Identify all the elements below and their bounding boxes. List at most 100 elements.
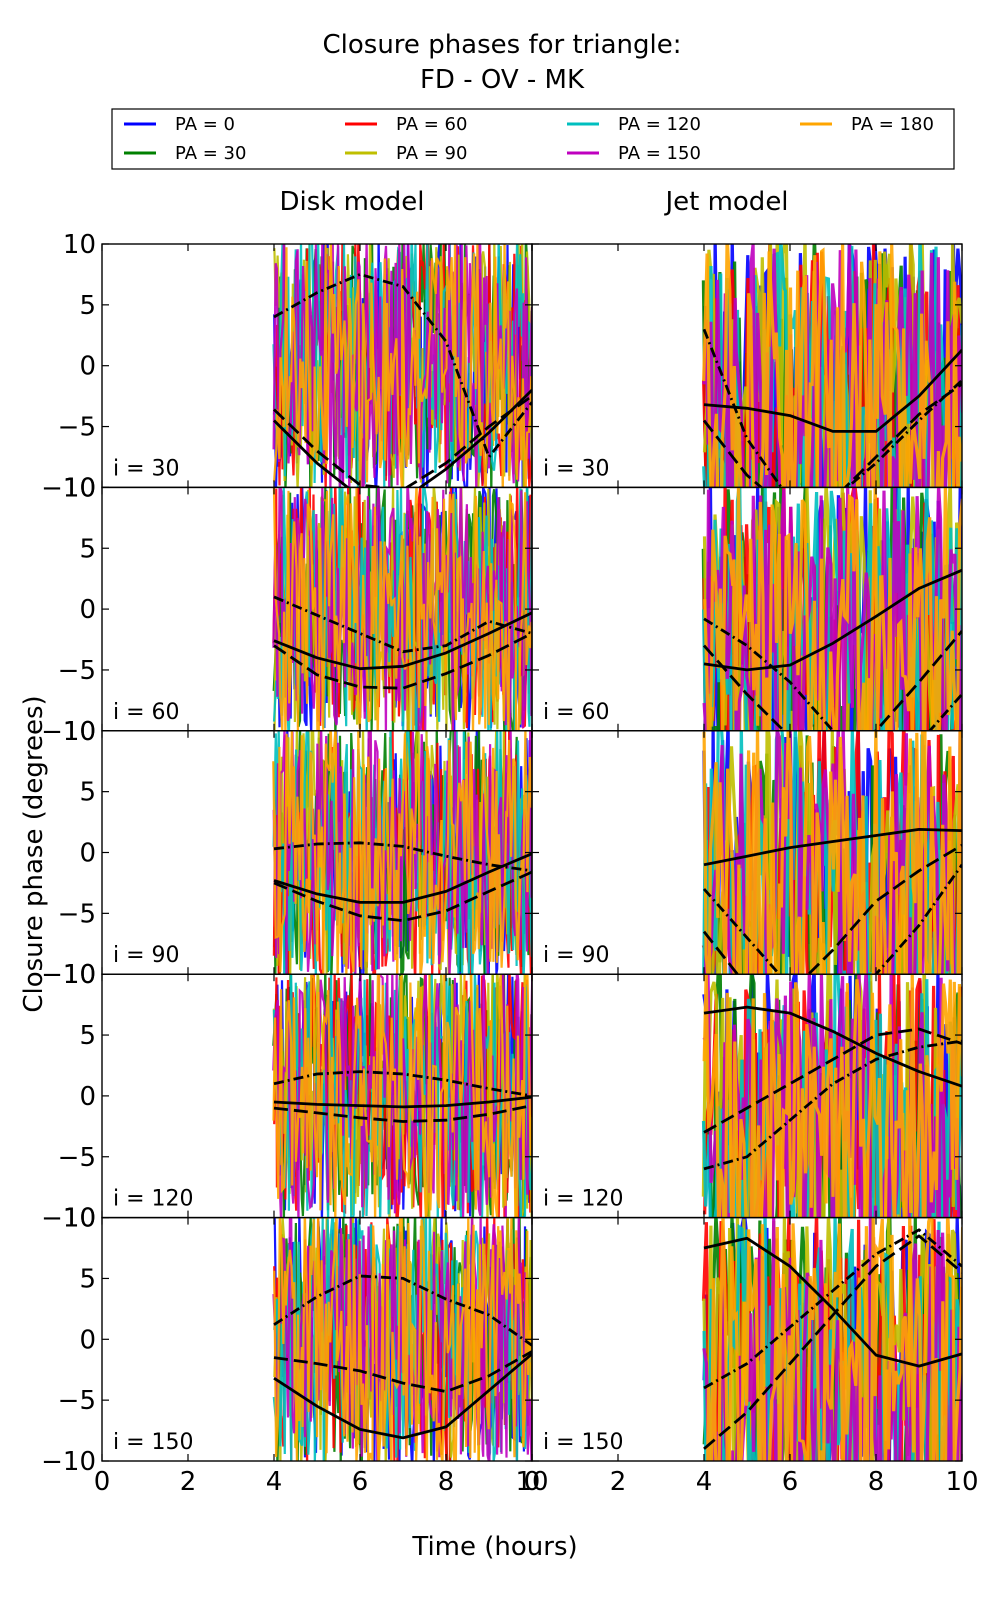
y-tick-label: 10 bbox=[63, 1204, 96, 1234]
panel-label: i = 60 bbox=[113, 700, 180, 725]
series-pa-texture bbox=[702, 974, 962, 1218]
x-tick-label: 6 bbox=[782, 1467, 799, 1497]
model-curve-dashed bbox=[273, 870, 532, 923]
legend-label: PA = 60 bbox=[396, 114, 467, 135]
x-axis-label: Time (hours) bbox=[411, 1532, 577, 1562]
model-curve-dashed bbox=[702, 630, 962, 731]
y-tick-label: −10 bbox=[41, 960, 96, 990]
y-tick-label: 5 bbox=[79, 778, 96, 808]
panel-label: i = 30 bbox=[543, 456, 610, 481]
model-curve-dashed bbox=[702, 382, 962, 488]
model-curve-dashed bbox=[273, 394, 532, 488]
x-tick-label: 8 bbox=[868, 1467, 885, 1497]
series-pa-texture bbox=[273, 1217, 532, 1461]
y-tick-label: 0 bbox=[79, 1325, 96, 1355]
legend: PA = 0 PA = 30 PA = 60 PA = 90 PA = 120 PA = … bbox=[111, 108, 955, 170]
model-curve-solid bbox=[273, 611, 532, 671]
column-title-jet: Jet model bbox=[663, 187, 788, 217]
y-tick-label: 10 bbox=[63, 230, 96, 260]
y-tick-label: 0 bbox=[79, 352, 96, 382]
y-tick-label: −5 bbox=[58, 656, 96, 686]
model-curve-dashdot bbox=[273, 595, 532, 654]
panel-label: i = 30 bbox=[113, 456, 180, 481]
model-curve-dashdot bbox=[273, 273, 532, 459]
model-curve-solid bbox=[703, 1236, 962, 1368]
panel-label: i = 120 bbox=[113, 1187, 194, 1212]
x-tick-label: 4 bbox=[696, 1467, 713, 1497]
model-curve-dashdot bbox=[273, 1070, 532, 1098]
series-pa-texture bbox=[702, 487, 962, 731]
series-pa-texture bbox=[272, 974, 532, 1218]
panel-label: i = 90 bbox=[113, 943, 180, 968]
y-tick-label: −10 bbox=[41, 1447, 96, 1477]
y-tick-label: −5 bbox=[58, 413, 96, 443]
x-tick-label: 10 bbox=[945, 1467, 978, 1497]
model-curve-dashed bbox=[702, 843, 962, 975]
series-pa-texture bbox=[703, 487, 962, 731]
y-tick-label: 10 bbox=[63, 717, 96, 747]
series-pa-texture bbox=[272, 730, 532, 975]
legend-entries: PA = 0 PA = 30 PA = 60 PA = 90 PA = 120 PA = … bbox=[124, 114, 934, 164]
legend-label: PA = 150 bbox=[618, 143, 701, 164]
legend-frame bbox=[111, 108, 955, 170]
series-pa-texture bbox=[702, 244, 962, 488]
panel-label: i = 150 bbox=[543, 1430, 624, 1455]
panel-jet-row-3: i = 90 bbox=[531, 730, 963, 975]
y-tick-label: −10 bbox=[41, 473, 96, 503]
x-tick-label: 10 bbox=[515, 1467, 548, 1497]
model-curve-solid bbox=[703, 828, 962, 867]
y-tick-label: 5 bbox=[79, 1021, 96, 1051]
model-curve-dashed bbox=[273, 1104, 532, 1123]
series-pa-texture bbox=[701, 974, 962, 1218]
legend-label: PA = 120 bbox=[618, 114, 701, 135]
series-pa-texture bbox=[702, 244, 962, 488]
y-tick-label: 0 bbox=[79, 1082, 96, 1112]
y-tick-label: −10 bbox=[41, 1204, 96, 1234]
x-tick-label: 6 bbox=[352, 1467, 369, 1497]
model-curve-dashdot bbox=[273, 841, 532, 873]
series-pa-texture bbox=[702, 730, 962, 975]
y-tick-label: 5 bbox=[79, 1264, 96, 1294]
y-tick-label: 10 bbox=[63, 473, 96, 503]
model-curve-solid bbox=[703, 1005, 962, 1088]
column-title-disk: Disk model bbox=[279, 187, 424, 217]
model-curve-dashdot bbox=[703, 1039, 962, 1171]
y-tick-label: 5 bbox=[79, 291, 96, 321]
legend-label: PA = 90 bbox=[396, 143, 467, 164]
series-pa-texture bbox=[702, 244, 962, 488]
panel-disk-row-1: i = 30 −10 −5 0 5 10 bbox=[41, 230, 533, 503]
y-tick-label: 10 bbox=[63, 960, 96, 990]
model-curve-solid bbox=[273, 1352, 532, 1440]
panel-label: i = 90 bbox=[543, 943, 610, 968]
y-tick-label: 0 bbox=[79, 839, 96, 869]
model-curve-solid bbox=[273, 852, 532, 904]
panel-label: i = 120 bbox=[543, 1187, 624, 1212]
panel-jet-row-1: i = 30 bbox=[531, 243, 963, 489]
model-curve-dashed bbox=[273, 1350, 532, 1393]
x-tick-label: 2 bbox=[610, 1467, 627, 1497]
chart-title-line1: Closure phases for triangle: bbox=[323, 30, 682, 60]
y-tick-label: 0 bbox=[79, 595, 96, 625]
model-curve-solid bbox=[273, 389, 532, 488]
panel-label: i = 60 bbox=[543, 700, 610, 725]
model-curve-solid bbox=[273, 1095, 532, 1109]
panel-disk-row-2: i = 60 −10 −5 0 5 10 bbox=[41, 473, 533, 747]
x-tick-label: 8 bbox=[438, 1467, 455, 1497]
y-tick-label: −5 bbox=[58, 1386, 96, 1416]
panel-label: i = 150 bbox=[113, 1430, 194, 1455]
x-tick-label: 0 bbox=[94, 1467, 111, 1497]
model-curve-dashed bbox=[703, 1027, 962, 1134]
model-curve-dashed bbox=[703, 1234, 962, 1450]
y-axis-label: Closure phase (degrees) bbox=[19, 695, 49, 1012]
panel-disk-row-3: i = 90 −10 −5 0 5 10 bbox=[41, 717, 533, 990]
y-tick-label: −10 bbox=[41, 717, 96, 747]
model-curve-dashdot bbox=[273, 1274, 532, 1347]
x-tick-label: 4 bbox=[266, 1467, 283, 1497]
panel-disk-row-4: i = 120 −10 −5 0 5 10 bbox=[41, 960, 533, 1234]
series-pa-texture bbox=[272, 487, 532, 731]
